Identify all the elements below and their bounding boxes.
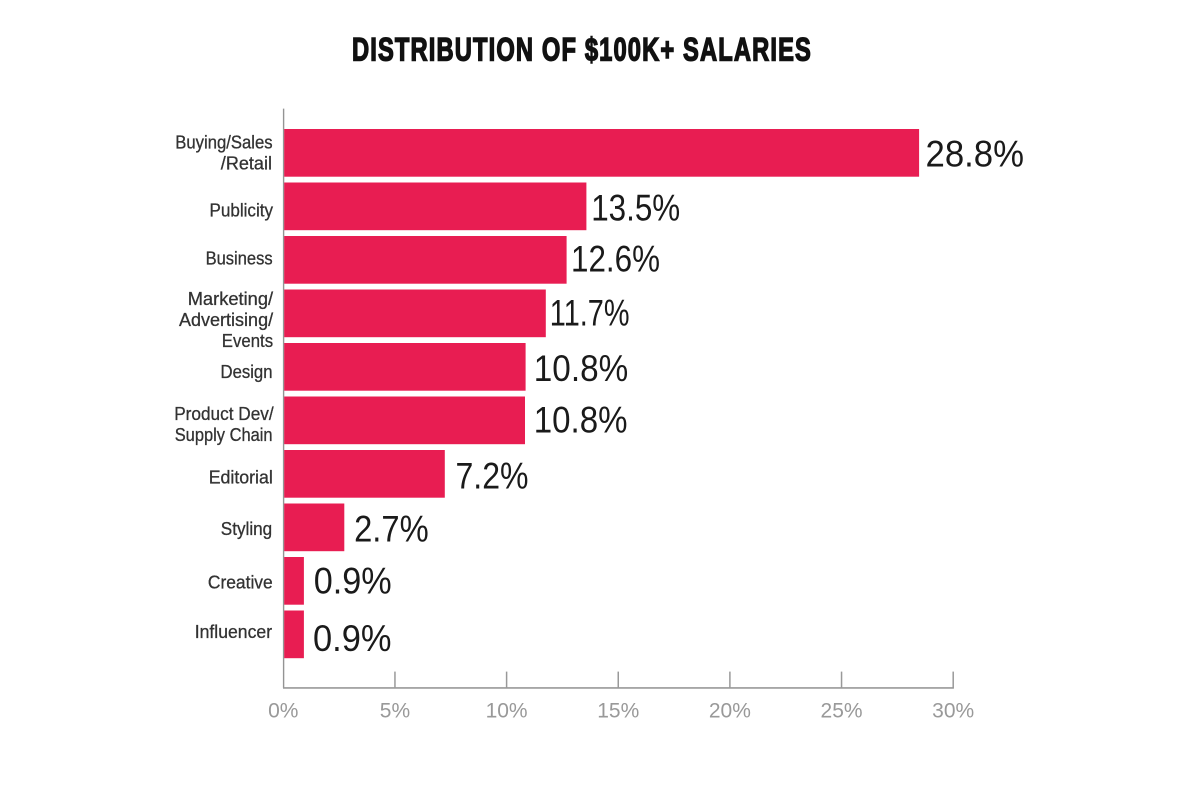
svg-text:0.9%: 0.9% — [313, 618, 392, 659]
svg-text:Events: Events — [222, 330, 273, 351]
svg-text:Creative: Creative — [208, 571, 273, 592]
svg-text:DISTRIBUTION OF $100K+ SALARIE: DISTRIBUTION OF $100K+ SALARIES — [352, 33, 812, 69]
svg-text:10%: 10% — [486, 699, 528, 722]
svg-text:7.2%: 7.2% — [456, 456, 529, 497]
svg-text:30%: 30% — [932, 699, 974, 722]
svg-text:Influencer: Influencer — [195, 621, 272, 642]
svg-text:/Retail: /Retail — [221, 152, 272, 173]
svg-text:Advertising/: Advertising/ — [179, 309, 274, 330]
svg-text:28.8%: 28.8% — [926, 134, 1025, 175]
svg-text:Product Dev/: Product Dev/ — [174, 403, 274, 424]
svg-text:12.6%: 12.6% — [571, 238, 660, 279]
svg-text:Design: Design — [221, 361, 273, 382]
svg-text:0.9%: 0.9% — [314, 561, 392, 602]
svg-text:25%: 25% — [821, 699, 863, 722]
svg-text:15%: 15% — [597, 699, 639, 722]
svg-text:5%: 5% — [380, 699, 410, 722]
svg-text:11.7%: 11.7% — [550, 292, 630, 333]
svg-text:Publicity: Publicity — [210, 200, 274, 221]
svg-text:Styling: Styling — [221, 518, 272, 539]
svg-text:Buying/Sales: Buying/Sales — [175, 131, 272, 152]
svg-text:0%: 0% — [268, 699, 298, 722]
svg-text:Marketing/: Marketing/ — [188, 288, 274, 309]
svg-text:20%: 20% — [709, 699, 751, 722]
svg-text:2.7%: 2.7% — [354, 509, 429, 550]
svg-text:Business: Business — [206, 247, 273, 268]
svg-text:13.5%: 13.5% — [591, 187, 680, 228]
svg-text:Supply Chain: Supply Chain — [175, 424, 273, 445]
svg-text:10.8%: 10.8% — [534, 399, 628, 440]
svg-text:10.8%: 10.8% — [534, 348, 628, 389]
svg-text:Editorial: Editorial — [209, 467, 273, 488]
